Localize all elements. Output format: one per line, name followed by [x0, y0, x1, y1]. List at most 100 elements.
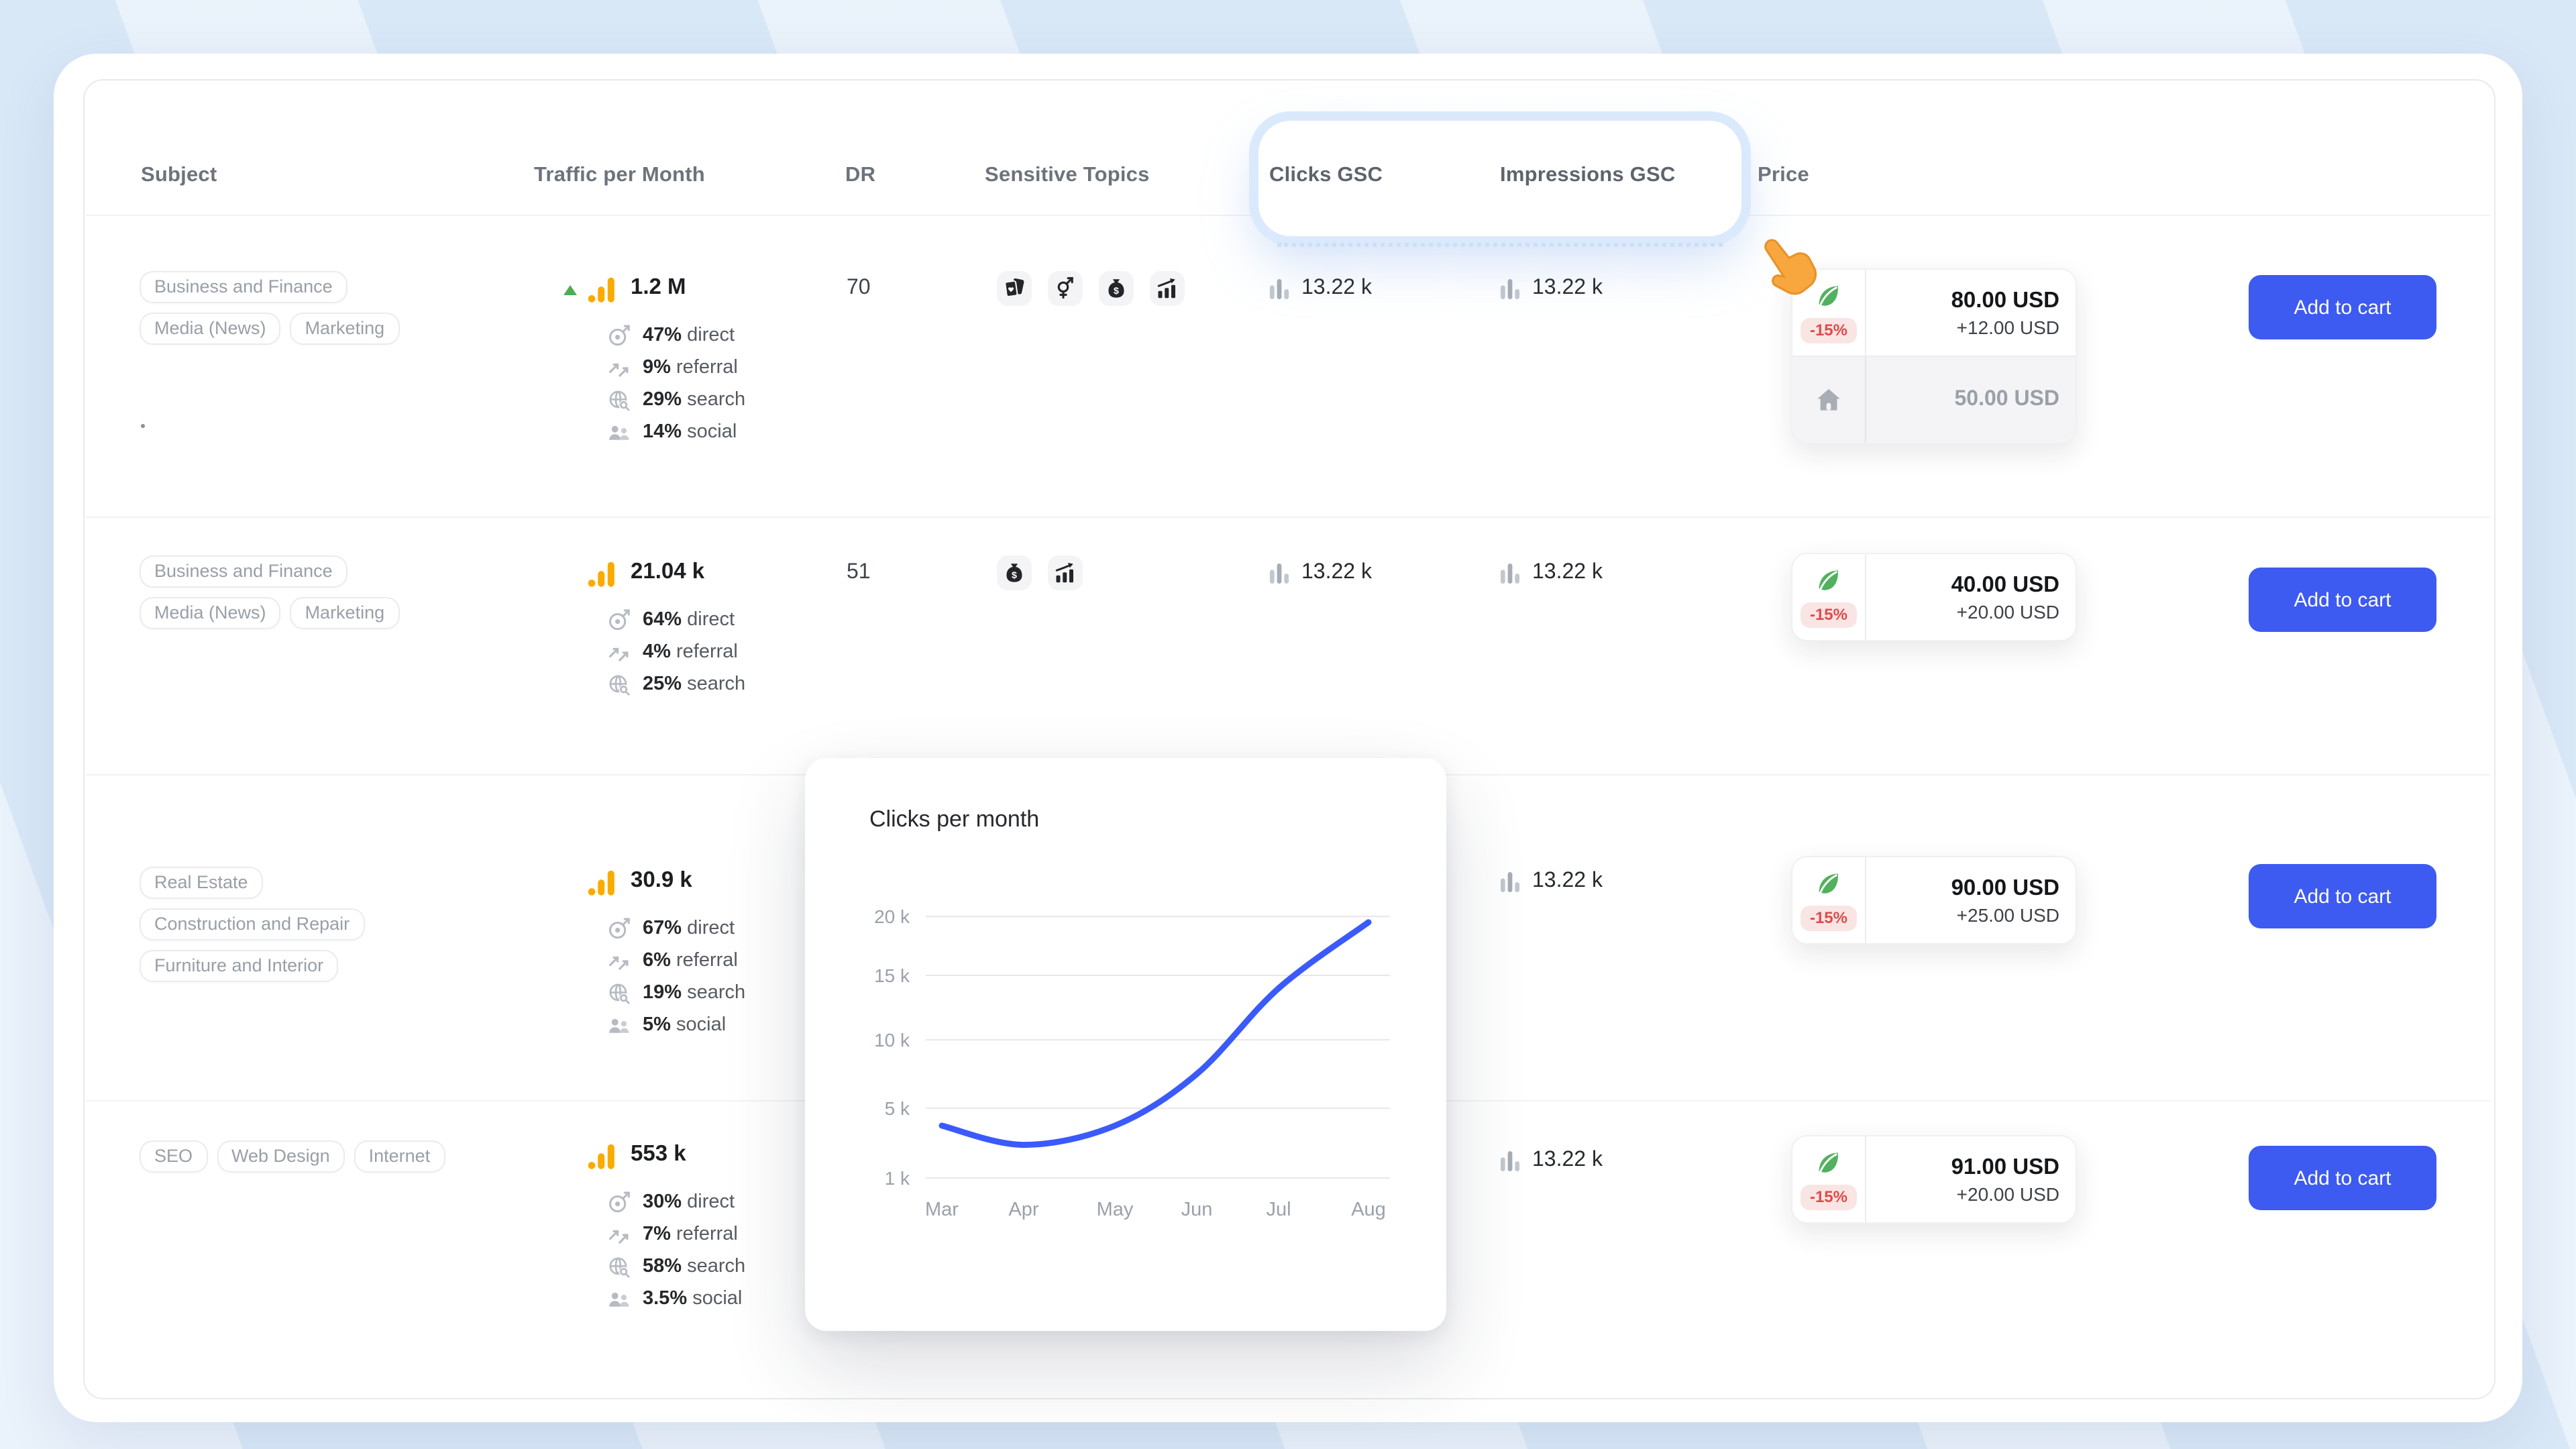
- discount-badge: -15%: [1800, 906, 1857, 931]
- price-extra: +20.00 USD: [1956, 1183, 2059, 1204]
- subject-tag: Web Design: [217, 1140, 345, 1173]
- mini-bars-icon: [1500, 563, 1520, 583]
- traffic-total: 1.2 M: [631, 275, 686, 299]
- traffic-source-direct: 67% direct: [606, 915, 735, 942]
- alt-price-amount: 50.00 USD: [1954, 388, 2059, 411]
- price-amount: 91.00 USD: [1951, 1155, 2059, 1179]
- column-header-sensitive-topics: Sensitive Topics: [985, 164, 1150, 186]
- traffic-source-search: 58% search: [606, 1253, 745, 1280]
- subject-tag: Business and Finance: [140, 271, 347, 303]
- traffic-total: 30.9 k: [631, 868, 692, 892]
- mini-bars-icon: [1500, 871, 1520, 892]
- chart-trend-line: [938, 919, 1372, 1148]
- chart-growth-icon: [1048, 555, 1083, 590]
- subject-tag: SEO: [140, 1140, 208, 1173]
- svg-text:15 k: 15 k: [874, 965, 910, 986]
- discount-badge: -15%: [1800, 602, 1857, 628]
- price-option-writing[interactable]: -15% 80.00 USD +12.00 USD: [1792, 270, 2076, 356]
- dr-value: 51: [847, 561, 871, 584]
- people-icon: [609, 1018, 629, 1032]
- traffic-total: 553 k: [631, 1142, 686, 1166]
- chart-growth-icon: [1150, 271, 1185, 306]
- referral-arrows-icon: [608, 1229, 629, 1243]
- svg-text:Jun: Jun: [1181, 1199, 1213, 1220]
- svg-text:1 k: 1 k: [885, 1168, 910, 1189]
- traffic-source-referral: 4% referral: [606, 639, 738, 665]
- discount-badge: -15%: [1800, 318, 1857, 343]
- price-card[interactable]: -15% 91.00 USD +20.00 USD: [1791, 1135, 2077, 1224]
- price-option-writing[interactable]: -15% 40.00 USD +20.00 USD: [1792, 554, 2076, 640]
- traffic-source-referral: 6% referral: [606, 947, 738, 974]
- mini-bars-icon: [1500, 1150, 1520, 1171]
- price-card[interactable]: -15% 40.00 USD +20.00 USD: [1791, 553, 2077, 641]
- svg-text:Mar: Mar: [925, 1199, 959, 1220]
- price-extra: +25.00 USD: [1956, 904, 2059, 925]
- traffic-source-direct: 47% direct: [606, 322, 735, 349]
- discount-badge: -15%: [1800, 1185, 1857, 1210]
- subject-tag: Business and Finance: [140, 555, 347, 588]
- impressions-gsc-value: 13.22 k: [1500, 276, 1603, 301]
- traffic-source-search: 25% search: [606, 671, 745, 698]
- globe-search-icon: [609, 674, 631, 696]
- gender-symbols-icon: [1048, 271, 1083, 306]
- chart-y-axis-labels: 20 k 15 k 10 k 5 k 1 k: [874, 906, 910, 1189]
- row-divider: [86, 517, 2490, 518]
- referral-arrows-icon: [608, 647, 629, 661]
- traffic-source-direct: 30% direct: [606, 1189, 735, 1216]
- column-header-traffic: Traffic per Month: [534, 164, 705, 186]
- subject-tags: SEO Web Design Internet: [140, 1140, 445, 1173]
- mini-bars-icon: [1269, 563, 1289, 583]
- clicks-line-chart: 20 k 15 k 10 k 5 k 1 k Mar Apr May Jun Jul Aug: [874, 906, 1390, 1220]
- traffic-total: 21.04 k: [631, 559, 705, 584]
- analytics-icon: [588, 1144, 614, 1169]
- impressions-gsc-value: 13.22 k: [1500, 1148, 1603, 1173]
- subject-tags: Business and Finance Media (News) Market…: [140, 271, 445, 345]
- add-to-cart-button[interactable]: Add to cart: [2249, 1146, 2436, 1210]
- price-option-writing[interactable]: -15% 90.00 USD +25.00 USD: [1792, 857, 2076, 943]
- subject-tag: Furniture and Interior: [140, 950, 339, 982]
- money-bag-icon: [997, 555, 1032, 590]
- svg-text:5 k: 5 k: [885, 1098, 910, 1119]
- svg-text:10 k: 10 k: [874, 1030, 910, 1051]
- price-extra: +12.00 USD: [1956, 316, 2059, 337]
- trend-up-icon: [564, 285, 577, 295]
- subject-tag: Real Estate: [140, 867, 263, 899]
- playing-cards-icon: [997, 271, 1032, 306]
- subject-tag: Internet: [354, 1140, 445, 1173]
- svg-text:20 k: 20 k: [874, 906, 910, 927]
- price-option-hosting[interactable]: 50.00 USD: [1792, 356, 2076, 443]
- chart-x-axis-labels: Mar Apr May Jun Jul Aug: [925, 1199, 1386, 1220]
- impressions-gsc-value: 13.22 k: [1500, 561, 1603, 585]
- price-option-writing[interactable]: -15% 91.00 USD +20.00 USD: [1792, 1136, 2076, 1222]
- traffic-source-search: 29% search: [606, 386, 745, 413]
- subject-tag: Marketing: [290, 597, 400, 629]
- traffic-source-search: 19% search: [606, 979, 745, 1006]
- clicks-gsc-value: 13.22 k: [1269, 276, 1372, 301]
- stray-dot: [141, 424, 145, 428]
- price-extra: +20.00 USD: [1956, 600, 2059, 622]
- globe-search-icon: [609, 390, 631, 411]
- mini-bars-icon: [1500, 278, 1520, 299]
- leaf-icon: [1818, 873, 1839, 895]
- add-to-cart-button[interactable]: Add to cart: [2249, 864, 2436, 928]
- add-to-cart-button[interactable]: Add to cart: [2249, 568, 2436, 632]
- traffic-source-direct: 64% direct: [606, 606, 735, 633]
- add-to-cart-button[interactable]: Add to cart: [2249, 275, 2436, 339]
- traffic-source-referral: 9% referral: [606, 354, 738, 381]
- svg-text:May: May: [1097, 1199, 1134, 1220]
- subject-tags: Business and Finance Media (News) Market…: [140, 555, 445, 629]
- column-header-price: Price: [1758, 164, 1809, 186]
- traffic-source-social: 3.5% social: [606, 1285, 742, 1312]
- chart-gridlines: [926, 916, 1390, 1179]
- price-amount: 40.00 USD: [1951, 572, 2059, 596]
- traffic-source-social: 5% social: [606, 1012, 726, 1038]
- price-card[interactable]: -15% 80.00 USD +12.00 USD 50.00 USD: [1791, 268, 2077, 444]
- price-card[interactable]: -15% 90.00 USD +25.00 USD: [1791, 856, 2077, 945]
- leaf-icon: [1818, 1152, 1839, 1174]
- clicks-gsc-value: 13.22 k: [1269, 561, 1372, 585]
- svg-text:Jul: Jul: [1266, 1199, 1291, 1220]
- analytics-icon: [588, 277, 614, 303]
- traffic-source-referral: 7% referral: [606, 1221, 738, 1248]
- svg-text:Apr: Apr: [1008, 1199, 1038, 1220]
